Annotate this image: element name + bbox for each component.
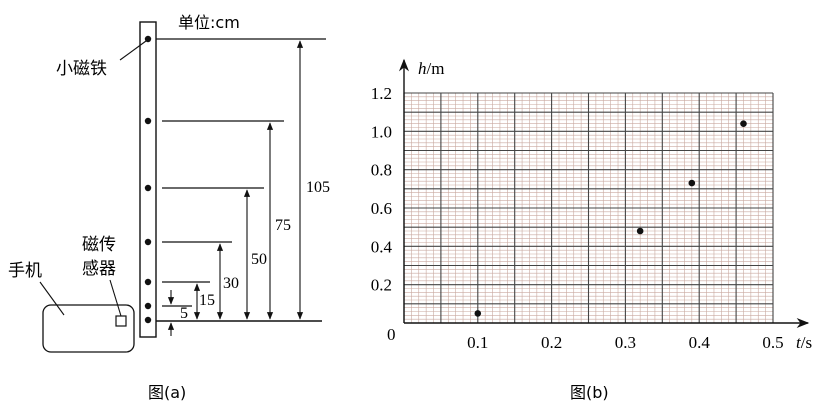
figure-a: 105 75 50 30 15 5 单位:cm 小磁铁 手机 磁传 感器 图(a… [8,13,330,402]
y-tick-label: 0.6 [371,199,392,218]
sensor-square [115,315,127,327]
x-tick-label: 0.1 [467,333,488,352]
data-point [636,227,644,235]
sensor-label-line1: 磁传 [82,235,116,255]
x-axis-unit: /s [801,333,812,352]
y-axis-title: h/m [418,59,444,78]
y-axis-unit: /m [427,59,445,78]
magnet-label: 小磁铁 [56,59,107,79]
origin-label: 0 [387,325,396,344]
x-axis-var: t [796,333,802,352]
sensor-label-line2: 感器 [82,259,116,279]
data-point [688,179,696,187]
caption-a: 图(a) [148,383,186,402]
y-tick-label: 1.0 [371,122,392,141]
y-tick-label: 0.8 [371,161,392,180]
magnet-dot [144,117,152,125]
magnet-dot [144,302,152,310]
x-tick-label: 0.4 [689,333,711,352]
unit-label: 单位:cm [178,13,240,32]
x-axis-title: t/s [796,333,812,352]
dim-label-50: 50 [251,251,267,268]
magnet-dot [144,278,152,286]
magnet-dot [144,184,152,192]
figure-b: 0.1 0.2 0.3 0.4 0.5 0.2 0.4 0.6 0.8 1.0 1.2 0 h/m… [371,58,812,402]
y-tick-labels: 0.2 0.4 0.6 0.8 1.0 1.2 [371,84,393,295]
data-points [474,120,747,317]
x-tick-label: 0.5 [762,333,783,352]
y-tick-label: 1.2 [371,84,392,103]
y-tick-label: 0.2 [371,276,392,295]
data-point [474,310,482,317]
dim-label-105: 105 [306,179,330,196]
ruler-rod [139,21,157,338]
dim-label-75: 75 [275,217,291,234]
dim-label-15: 15 [199,292,215,309]
phone-label: 手机 [8,261,42,281]
dim-label-30: 30 [223,275,239,292]
caption-b: 图(b) [570,383,609,402]
x-tick-label: 0.3 [615,333,636,352]
data-point [740,120,747,127]
phone-body [42,304,135,353]
dim-label-5: 5 [180,305,188,322]
sensor-leader-line [109,279,122,317]
x-tick-label: 0.2 [541,333,562,352]
magnet-leader-line [119,40,147,61]
y-axis-var: h [418,59,427,78]
magnet-dot [144,238,152,246]
grid-major [403,92,774,324]
phone-leader-line [39,281,65,316]
y-tick-label: 0.4 [371,237,393,256]
magnet-dot [144,35,152,43]
x-tick-labels: 0.1 0.2 0.3 0.4 0.5 [467,333,783,352]
magnet-dot [144,316,152,324]
